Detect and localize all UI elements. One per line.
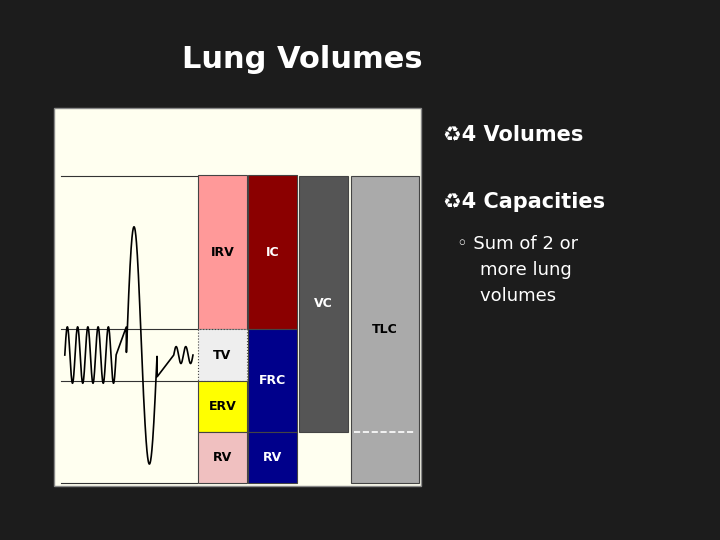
Text: ♻4 Volumes: ♻4 Volumes xyxy=(443,125,583,145)
Bar xyxy=(248,432,297,483)
Bar xyxy=(198,381,247,432)
Bar xyxy=(248,176,297,329)
Text: IC: IC xyxy=(266,246,279,259)
Bar xyxy=(54,108,421,486)
Bar xyxy=(198,432,247,483)
Bar xyxy=(351,176,419,483)
Text: ♻4 Capacities: ♻4 Capacities xyxy=(443,192,605,213)
Text: TV: TV xyxy=(213,348,232,362)
Bar xyxy=(198,176,247,329)
Text: FRC: FRC xyxy=(259,374,287,387)
Text: RV: RV xyxy=(213,451,232,464)
Bar xyxy=(248,329,297,432)
Text: RV: RV xyxy=(264,451,282,464)
Text: ◦ Sum of 2 or
    more lung
    volumes: ◦ Sum of 2 or more lung volumes xyxy=(457,234,578,306)
Bar xyxy=(299,176,348,432)
Text: TLC: TLC xyxy=(372,323,397,336)
Text: Lung Volumes: Lung Volumes xyxy=(182,45,423,74)
Text: IRV: IRV xyxy=(211,246,234,259)
Text: ERV: ERV xyxy=(209,400,236,413)
Text: VC: VC xyxy=(314,297,333,310)
Bar xyxy=(198,329,247,381)
